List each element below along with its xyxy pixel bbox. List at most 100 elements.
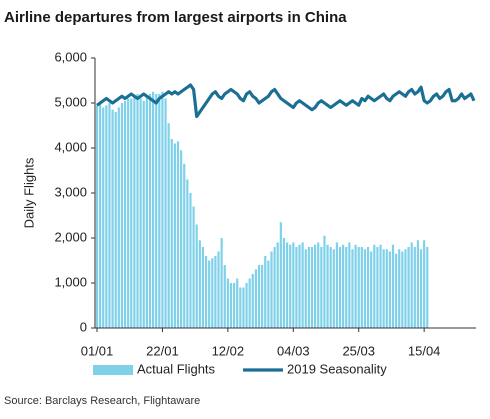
bar <box>220 238 223 328</box>
bar <box>285 242 289 328</box>
bar <box>117 107 120 328</box>
x-tick-label: 04/03 <box>277 343 310 358</box>
bar <box>214 256 217 328</box>
bar <box>398 249 401 328</box>
bar <box>363 249 367 328</box>
bar <box>139 98 142 328</box>
bar <box>357 247 360 328</box>
bar <box>373 244 376 328</box>
bar <box>176 141 180 328</box>
bar <box>348 242 351 328</box>
bar <box>151 91 155 328</box>
bar <box>385 249 388 328</box>
bar <box>211 258 214 328</box>
bar <box>195 224 198 328</box>
bar <box>99 103 102 328</box>
bar <box>401 251 404 328</box>
bar <box>376 247 379 328</box>
bar <box>208 260 211 328</box>
bar <box>354 244 357 328</box>
bar <box>133 96 136 328</box>
bar <box>273 247 276 328</box>
x-tick-label: 22/01 <box>146 343 179 358</box>
bar <box>313 244 317 328</box>
bar <box>130 98 133 328</box>
bar <box>279 222 282 328</box>
y-tick-label: 4,000 <box>54 139 87 154</box>
bar <box>351 249 354 328</box>
bar <box>95 105 99 328</box>
bar <box>416 240 420 328</box>
bar <box>282 238 286 328</box>
bar <box>111 109 114 328</box>
bar <box>423 240 426 328</box>
bar <box>136 94 139 328</box>
bar <box>329 247 332 328</box>
chart-title: Airline departures from largest airports… <box>4 9 347 26</box>
bar <box>161 91 164 328</box>
bar <box>186 179 189 328</box>
bar <box>391 244 395 328</box>
bar <box>120 103 124 328</box>
bar <box>332 249 335 328</box>
bar <box>307 247 310 328</box>
legend-label: Actual Flights <box>137 361 216 376</box>
bar <box>232 283 236 328</box>
bar <box>183 163 186 328</box>
x-tick-label: 15/04 <box>408 343 441 358</box>
bar <box>382 249 385 328</box>
bar <box>419 249 423 328</box>
y-tick-label: 2,000 <box>54 229 87 244</box>
y-axis-label: Daily Flights <box>21 157 36 228</box>
bar <box>142 100 145 328</box>
bar <box>257 265 261 328</box>
bar <box>223 265 226 328</box>
bar <box>304 249 307 328</box>
y-tick-label: 6,000 <box>54 49 87 64</box>
bar <box>251 274 254 328</box>
bar <box>310 247 314 328</box>
bar <box>158 94 161 328</box>
bar <box>320 247 323 328</box>
bar <box>261 265 264 328</box>
legend-label: 2019 Seasonality <box>287 361 387 376</box>
bar <box>192 206 195 328</box>
y-tick-label: 5,000 <box>54 94 87 109</box>
y-tick-label: 3,000 <box>54 184 87 199</box>
bar <box>164 98 167 328</box>
x-tick-label: 01/01 <box>81 343 114 358</box>
bar <box>338 247 342 328</box>
bar <box>295 247 298 328</box>
bar <box>173 143 176 328</box>
bar <box>105 105 108 328</box>
bar <box>413 247 416 328</box>
bar <box>264 256 267 328</box>
bar <box>335 242 339 328</box>
bar <box>239 287 242 328</box>
bar <box>404 249 407 328</box>
bar <box>114 112 117 328</box>
bar <box>326 244 329 328</box>
line <box>96 83 476 119</box>
bar <box>267 260 270 328</box>
bar <box>201 247 205 328</box>
bar <box>388 251 391 328</box>
bar <box>189 193 192 328</box>
y-tick-label: 1,000 <box>54 274 87 289</box>
bar <box>226 278 229 328</box>
bar <box>155 94 158 328</box>
bar <box>204 256 208 328</box>
source: Source: Barclays Research, Flightaware <box>4 395 200 407</box>
bar <box>236 278 239 328</box>
bar <box>407 247 410 328</box>
bar <box>370 251 373 328</box>
legend-swatch <box>93 365 133 375</box>
x-tick-label: 25/03 <box>342 343 375 358</box>
bar <box>289 244 292 328</box>
bar <box>167 123 170 328</box>
bar <box>360 247 363 328</box>
bar <box>323 235 326 328</box>
bar <box>270 251 273 328</box>
bar <box>245 283 248 328</box>
